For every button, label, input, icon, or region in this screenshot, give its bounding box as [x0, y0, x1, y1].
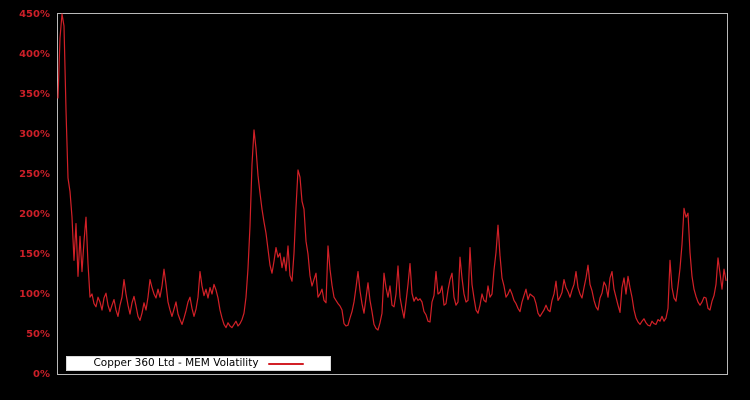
legend-label: Copper 360 Ltd - MEM Volatility: [93, 357, 259, 369]
legend-line-sample-icon: [267, 362, 304, 365]
volatility-line-series: [57, 13, 727, 331]
plot-frame: [57, 13, 728, 375]
legend: Copper 360 Ltd - MEM Volatility: [66, 356, 331, 371]
